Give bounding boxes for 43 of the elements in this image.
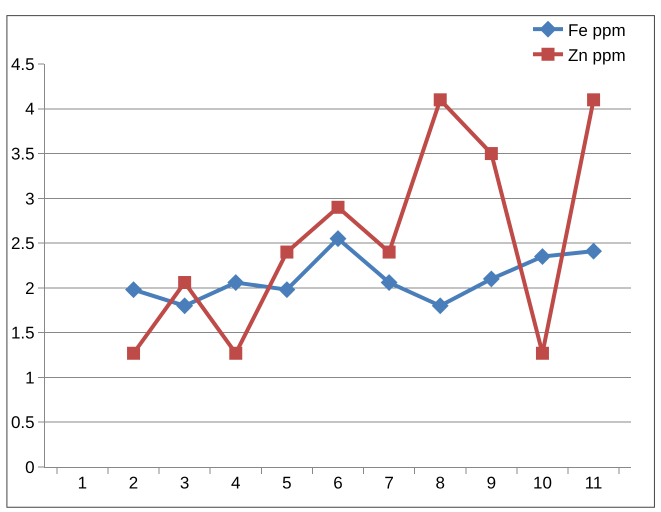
- point: [380, 274, 398, 291]
- y-tick-label: 2: [25, 278, 35, 298]
- point: [536, 346, 549, 360]
- y-tick-label: 2.5: [10, 234, 35, 254]
- x-tick-label: 1: [78, 473, 88, 492]
- y-tick-label: 1.5: [10, 324, 35, 343]
- y-tick-label: 4: [25, 100, 35, 119]
- point: [280, 246, 294, 259]
- y-tick-label: 3.5: [10, 144, 35, 164]
- point: [382, 246, 396, 259]
- y-tick-label: 0.5: [10, 413, 35, 432]
- y-tick-label: 4.5: [10, 54, 35, 74]
- x-tick-label: 8: [435, 473, 445, 492]
- point: [127, 346, 140, 360]
- point: [482, 270, 500, 288]
- legend-label: Zn ppm: [568, 46, 626, 65]
- point: [332, 200, 344, 214]
- x-tick-label: 9: [486, 473, 496, 492]
- point: [330, 230, 346, 248]
- y-tick-label: 3: [25, 189, 35, 208]
- point: [278, 281, 296, 298]
- x-tick-label: 5: [282, 473, 292, 492]
- point: [434, 93, 447, 106]
- x-tick-label: 3: [180, 473, 190, 492]
- point: [227, 274, 244, 291]
- point: [125, 281, 142, 298]
- point: [587, 93, 600, 106]
- point: [178, 276, 192, 290]
- point: [229, 346, 242, 360]
- point: [585, 242, 602, 260]
- x-tick-label: 7: [384, 473, 394, 492]
- x-tick-label: 6: [333, 473, 343, 492]
- point: [432, 297, 449, 314]
- x-tick-label: 10: [533, 473, 552, 492]
- point: [176, 297, 194, 314]
- legend-label: Fe ppm: [568, 20, 626, 40]
- y-tick-label: 1: [25, 368, 35, 388]
- x-tick-label: 2: [128, 473, 138, 492]
- x-tick-label: 11: [584, 473, 602, 492]
- y-tick-label: 0: [25, 458, 35, 477]
- point: [484, 147, 498, 160]
- x-tick-label: 4: [231, 473, 241, 492]
- point: [534, 248, 551, 265]
